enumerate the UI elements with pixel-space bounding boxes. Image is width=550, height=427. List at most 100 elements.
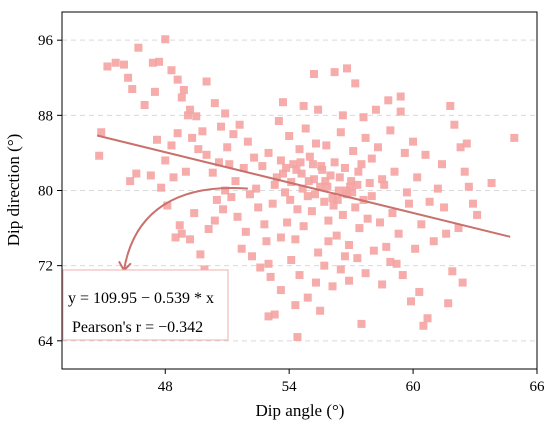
data-point-106	[353, 180, 362, 189]
data-point-158	[380, 180, 389, 189]
data-point-17	[150, 87, 159, 96]
data-point-80	[299, 222, 308, 231]
data-point-97	[334, 186, 343, 195]
data-point-78	[295, 145, 304, 154]
data-point-174	[388, 209, 397, 218]
data-point-29	[181, 167, 190, 176]
data-point-117	[292, 165, 301, 174]
data-point-104	[349, 147, 358, 156]
data-point-13	[192, 112, 201, 121]
data-point-20	[97, 128, 106, 137]
data-point-72	[283, 218, 292, 227]
data-point-64	[252, 184, 261, 193]
data-point-126	[348, 188, 357, 197]
data-point-209	[254, 203, 263, 212]
data-point-146	[369, 246, 378, 255]
data-point-91	[322, 141, 331, 150]
data-point-110	[361, 133, 370, 142]
data-point-102	[345, 240, 354, 249]
data-point-161	[396, 107, 405, 116]
data-point-6	[148, 58, 157, 67]
x-tick-label-54: 54	[282, 379, 298, 395]
data-point-100	[340, 163, 349, 172]
data-point-132	[333, 195, 342, 204]
data-point-147	[378, 280, 387, 289]
data-point-34	[214, 158, 223, 167]
data-point-138	[303, 293, 312, 302]
data-point-36	[229, 130, 238, 139]
data-point-208	[225, 160, 234, 169]
data-point-210	[276, 233, 285, 242]
data-point-108	[357, 160, 366, 169]
data-point-39	[250, 153, 259, 162]
data-point-32	[202, 150, 211, 159]
data-point-149	[291, 301, 300, 310]
data-point-163	[404, 199, 413, 208]
data-point-103	[347, 177, 356, 186]
data-point-58	[264, 259, 273, 268]
data-point-178	[398, 271, 407, 280]
data-point-191	[464, 182, 473, 191]
data-point-175	[394, 229, 403, 238]
data-point-95	[330, 158, 339, 167]
data-point-56	[248, 252, 256, 261]
data-point-57	[256, 263, 265, 272]
data-point-164	[409, 137, 418, 146]
data-point-177	[411, 244, 420, 253]
data-point-170	[433, 184, 442, 193]
y-tick-label-72: 72	[38, 259, 53, 275]
data-point-121	[317, 162, 326, 171]
data-point-1	[111, 58, 120, 67]
data-point-157	[373, 143, 382, 152]
data-point-42	[169, 173, 178, 182]
data-point-67	[268, 199, 277, 208]
data-point-98	[336, 128, 345, 137]
data-point-26	[161, 156, 170, 165]
data-point-190	[460, 167, 469, 176]
data-point-194	[454, 224, 463, 233]
data-point-128	[282, 163, 291, 172]
data-point-86	[312, 139, 321, 148]
data-point-47	[177, 229, 186, 238]
x-tick-label-66: 66	[530, 379, 546, 395]
data-point-73	[285, 132, 294, 141]
data-point-66	[264, 148, 273, 157]
data-point-153	[293, 333, 302, 342]
data-point-192	[468, 199, 477, 208]
data-point-206	[221, 186, 230, 195]
data-point-83	[305, 152, 314, 161]
data-point-11	[179, 85, 188, 94]
data-point-16	[221, 109, 230, 118]
data-point-14	[202, 77, 211, 86]
data-point-18	[177, 93, 186, 102]
data-point-37	[235, 120, 244, 129]
data-point-99	[338, 210, 347, 219]
data-point-120	[310, 190, 319, 199]
annotation-box: y = 109.95 − 0.539 * x Pearson's r = −0.…	[62, 269, 229, 341]
data-point-202	[440, 203, 449, 212]
y-tick-label-80: 80	[38, 184, 53, 200]
data-point-186	[384, 96, 393, 105]
y-axis-title: Dip direction (°)	[4, 134, 23, 247]
data-point-166	[417, 220, 426, 229]
data-point-129	[296, 158, 305, 167]
data-point-173	[382, 242, 391, 251]
data-point-150	[316, 306, 325, 315]
data-point-196	[448, 267, 457, 276]
data-point-114	[270, 180, 279, 189]
data-point-140	[320, 261, 329, 270]
y-tick-label-96: 96	[38, 33, 54, 49]
data-point-82	[303, 192, 312, 201]
data-point-123	[329, 201, 338, 210]
regression-line	[96, 134, 511, 238]
data-point-156	[340, 252, 349, 261]
data-point-220	[359, 113, 368, 122]
data-point-23	[132, 169, 141, 178]
data-point-152	[357, 319, 366, 328]
data-point-122	[323, 182, 332, 191]
data-point-185	[396, 92, 405, 101]
data-point-203	[239, 163, 248, 172]
data-point-77	[293, 205, 302, 214]
data-point-181	[423, 314, 432, 323]
